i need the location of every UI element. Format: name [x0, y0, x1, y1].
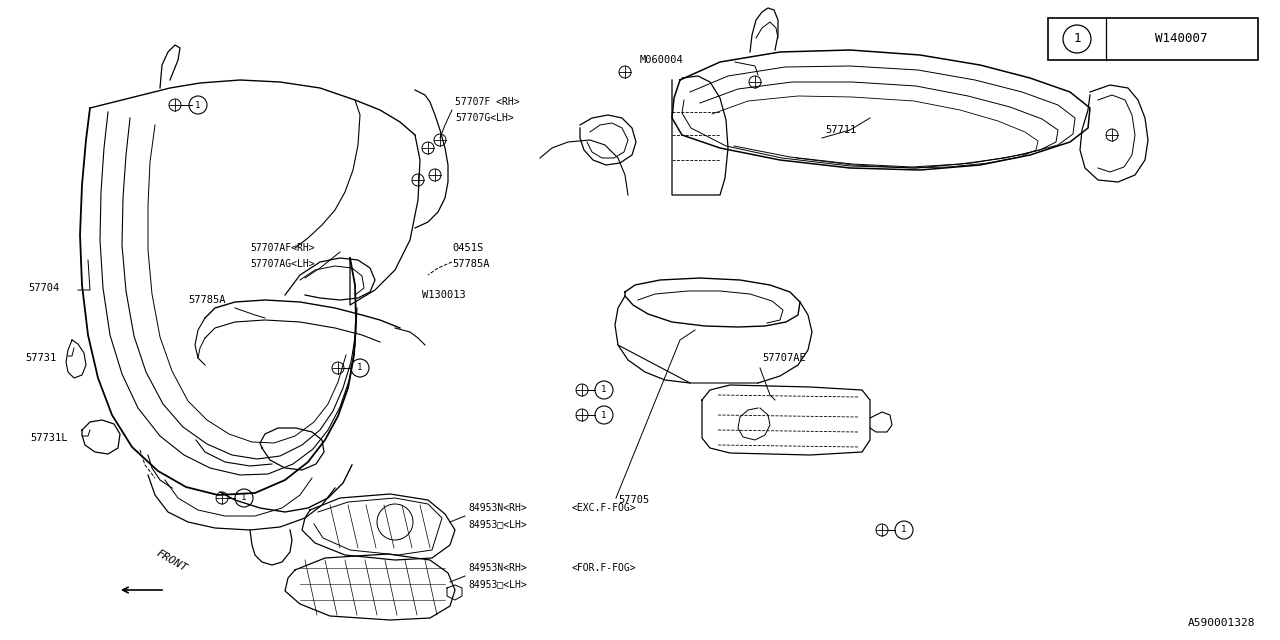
Text: 1: 1 [357, 364, 362, 372]
Text: 57707G<LH>: 57707G<LH> [454, 113, 513, 123]
Text: 57785A: 57785A [188, 295, 225, 305]
Text: 57785A: 57785A [452, 259, 489, 269]
Text: 1: 1 [602, 410, 607, 419]
Text: A590001328: A590001328 [1188, 618, 1254, 628]
Text: 0451S: 0451S [452, 243, 484, 253]
Text: FRONT: FRONT [155, 548, 189, 574]
Text: 57711: 57711 [826, 125, 856, 135]
Text: 1: 1 [242, 493, 247, 502]
Text: W130013: W130013 [422, 290, 466, 300]
Text: 84953□<LH>: 84953□<LH> [468, 579, 527, 589]
Text: 1: 1 [901, 525, 906, 534]
Text: 84953N<RH>: 84953N<RH> [468, 503, 527, 513]
Bar [1048, 18, 1258, 60]
Text: 57707AE: 57707AE [762, 353, 805, 363]
Text: 57707F <RH>: 57707F <RH> [454, 97, 520, 107]
Text: M060004: M060004 [640, 55, 684, 65]
Text: 57707AG<LH>: 57707AG<LH> [250, 259, 315, 269]
Text: <FOR.F-FOG>: <FOR.F-FOG> [572, 563, 636, 573]
Text: 57707AF<RH>: 57707AF<RH> [250, 243, 315, 253]
Text: 1: 1 [1073, 33, 1080, 45]
Text: <EXC.F-FOG>: <EXC.F-FOG> [572, 503, 636, 513]
Text: 57705: 57705 [618, 495, 649, 505]
Text: 84953N<RH>: 84953N<RH> [468, 563, 527, 573]
Text: 57731L: 57731L [29, 433, 68, 443]
Text: W140007: W140007 [1155, 33, 1207, 45]
Text: 1: 1 [602, 385, 607, 394]
Text: 84953□<LH>: 84953□<LH> [468, 519, 527, 529]
Text: 57731: 57731 [26, 353, 56, 363]
Text: 57704: 57704 [28, 283, 59, 293]
Text: 1: 1 [196, 100, 201, 109]
